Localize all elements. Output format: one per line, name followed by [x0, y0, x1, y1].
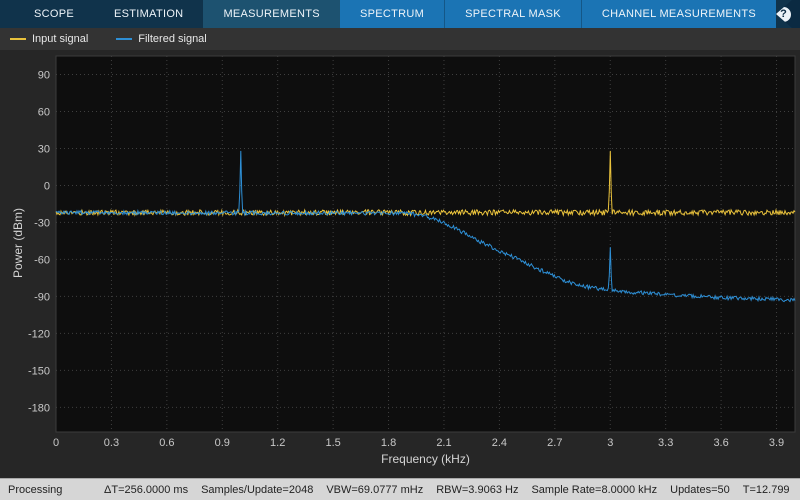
legend-label-filtered-signal: Filtered signal: [138, 33, 207, 45]
status-time: T=12.799: [742, 483, 790, 496]
svg-text:-120: -120: [28, 328, 50, 340]
svg-text:0: 0: [53, 437, 59, 449]
svg-text:3.6: 3.6: [713, 437, 728, 449]
y-axis-label: Power (dBm): [11, 208, 25, 279]
legend-item-input-signal[interactable]: Input signal: [10, 33, 88, 45]
svg-text:0.9: 0.9: [215, 437, 230, 449]
svg-text:-150: -150: [28, 365, 50, 377]
svg-text:-180: -180: [28, 402, 50, 414]
legend-swatch-filtered-signal: [116, 38, 133, 40]
svg-text:-90: -90: [34, 291, 50, 303]
status-delta-t: ΔT=256.0000 ms: [104, 483, 189, 496]
legend: Input signal Filtered signal: [0, 28, 800, 50]
toolstrip-collapse-arrow: ?: [775, 0, 800, 28]
tab-measurements[interactable]: MEASUREMENTS: [203, 0, 340, 28]
tab-scope[interactable]: SCOPE: [34, 8, 75, 20]
svg-text:60: 60: [38, 106, 50, 118]
status-state: Processing: [8, 483, 63, 496]
svg-text:2.4: 2.4: [492, 437, 507, 449]
tab-spectral-mask[interactable]: SPECTRAL MASK: [444, 0, 581, 28]
tab-spectrum[interactable]: SPECTRUM: [339, 0, 445, 28]
svg-text:3.3: 3.3: [658, 437, 673, 449]
status-samples-per-update: Samples/Update=2048: [201, 483, 314, 496]
status-updates: Updates=50: [670, 483, 730, 496]
tab-channel-measurements[interactable]: CHANNEL MEASUREMENTS: [580, 0, 776, 28]
legend-swatch-input-signal: [10, 38, 26, 40]
x-axis-label: Frequency (kHz): [381, 452, 470, 466]
tab-estimation[interactable]: ESTIMATION: [114, 8, 184, 20]
toolstrip-tabbar: SCOPE ESTIMATION MEASUREMENTS SPECTRUM S…: [0, 0, 800, 28]
svg-text:-60: -60: [34, 254, 50, 266]
svg-text:30: 30: [38, 143, 50, 155]
legend-label-input-signal: Input signal: [32, 33, 89, 45]
svg-text:0: 0: [44, 180, 50, 192]
status-bar: Processing ΔT=256.0000 ms Samples/Update…: [0, 478, 800, 500]
svg-text:-30: -30: [34, 217, 50, 229]
svg-text:1.2: 1.2: [270, 437, 285, 449]
status-vbw: VBW=69.0777 mHz: [326, 483, 424, 496]
svg-text:3: 3: [607, 437, 613, 449]
legend-item-filtered-signal[interactable]: Filtered signal: [116, 33, 207, 45]
svg-text:1.8: 1.8: [381, 437, 396, 449]
svg-text:2.7: 2.7: [547, 437, 562, 449]
status-rbw: RBW=3.9063 Hz: [436, 483, 519, 496]
svg-text:1.5: 1.5: [325, 437, 340, 449]
help-icon[interactable]: ?: [775, 6, 791, 22]
spectrum-plot[interactable]: 0 0.3 0.6 0.9 1.2 1.5 1.8 2.1 2.4 2.7 3 3.3 3.6 3.9 90…: [0, 50, 800, 478]
status-sample-rate: Sample Rate=8.0000 kHz: [531, 483, 658, 496]
svg-text:90: 90: [38, 69, 50, 81]
svg-text:3.9: 3.9: [769, 437, 784, 449]
svg-text:0.3: 0.3: [104, 437, 119, 449]
svg-text:2.1: 2.1: [436, 437, 451, 449]
svg-text:0.6: 0.6: [159, 437, 174, 449]
chart-area: 0 0.3 0.6 0.9 1.2 1.5 1.8 2.1 2.4 2.7 3 3.3 3.6 3.9 90…: [0, 50, 800, 478]
